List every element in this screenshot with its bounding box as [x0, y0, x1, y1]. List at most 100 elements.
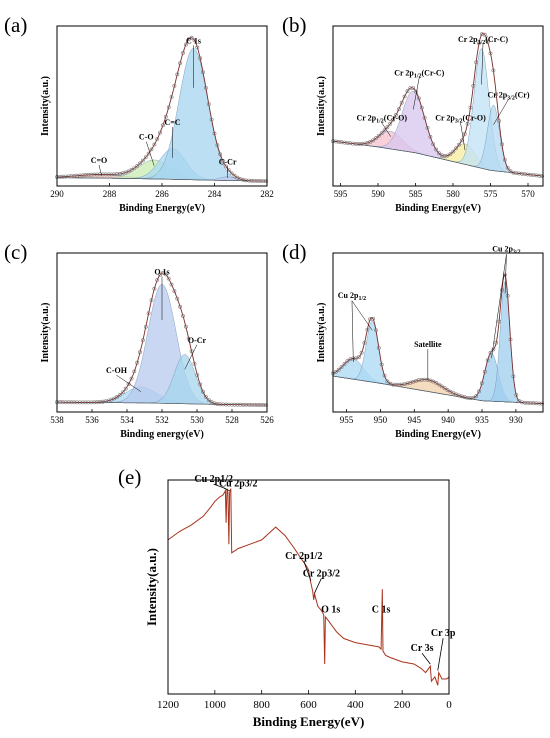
- peak-label: Cr 2p3/2(Cr): [488, 90, 530, 101]
- data-point: [374, 328, 378, 333]
- x-tick-label: 1200: [157, 699, 180, 711]
- annotation-leader: [481, 43, 484, 85]
- data-point: [419, 377, 424, 382]
- data-point: [232, 173, 237, 178]
- x-tick-label: 935: [475, 415, 489, 425]
- data-point: [229, 171, 234, 176]
- x-tick-label: 532: [155, 415, 169, 425]
- data-point: [362, 340, 367, 345]
- data-point: [206, 398, 211, 403]
- peak-label: Cr 2p3/2(Cr-C): [458, 35, 508, 46]
- annotation-leader: [184, 344, 198, 370]
- x-axis-label: Binding Energy(eV): [395, 203, 481, 214]
- data-point: [175, 296, 180, 301]
- annotation-leader: [460, 122, 466, 151]
- annotation-leader: [493, 99, 509, 125]
- x-tick-label: 288: [103, 189, 117, 199]
- data-point: [89, 172, 94, 177]
- data-point: [376, 133, 381, 138]
- peak-label: O 1s: [321, 605, 340, 616]
- data-point: [385, 379, 390, 384]
- data-point: [540, 174, 544, 179]
- x-tick-label: 940: [441, 415, 455, 425]
- data-point: [129, 376, 134, 381]
- data-point: [514, 393, 519, 397]
- data-point: [152, 142, 157, 147]
- data-point: [149, 147, 154, 152]
- x-tick-label: 538: [50, 415, 64, 425]
- data-point: [166, 276, 171, 281]
- data-point: [414, 89, 418, 94]
- data-point: [382, 128, 387, 133]
- data-point: [80, 400, 85, 405]
- peak-label: Cr 3s: [411, 643, 434, 654]
- annotation-arrow: [437, 638, 444, 671]
- data-point: [161, 123, 165, 128]
- data-point: [365, 327, 370, 332]
- data-point: [345, 359, 350, 364]
- data-point: [209, 117, 214, 122]
- data-point: [462, 132, 467, 136]
- data-point: [500, 142, 504, 147]
- data-point: [488, 51, 493, 56]
- data-point: [163, 272, 168, 277]
- data-point: [482, 369, 487, 374]
- y-axis-label: Intensity(a.u.): [40, 76, 51, 136]
- peak-label: C=O: [91, 156, 108, 165]
- x-axis-label: Binding energy(eV): [120, 429, 204, 440]
- data-point: [497, 319, 502, 324]
- background-line: [57, 177, 267, 182]
- data-point: [439, 384, 444, 389]
- data-point: [112, 396, 117, 401]
- data-point: [537, 401, 542, 406]
- data-point: [189, 35, 194, 40]
- x-tick-label: 0: [446, 699, 452, 711]
- data-point: [419, 105, 424, 110]
- data-point: [121, 390, 125, 395]
- data-point: [143, 155, 148, 160]
- x-tick-label: 600: [300, 699, 317, 711]
- data-point: [382, 373, 387, 378]
- data-point: [224, 164, 228, 169]
- x-tick-label: 570: [521, 189, 535, 199]
- data-point: [339, 365, 344, 369]
- data-point: [428, 134, 433, 139]
- x-tick-label: 530: [190, 415, 204, 425]
- data-point: [212, 131, 217, 136]
- data-point: [255, 403, 260, 407]
- peak-label: C-Cr: [219, 157, 237, 166]
- data-point: [186, 37, 191, 42]
- data-point: [261, 179, 266, 184]
- data-point: [468, 105, 473, 110]
- data-point: [255, 179, 260, 183]
- data-point: [89, 400, 94, 405]
- annotation-arrow: [224, 488, 230, 492]
- data-point: [229, 402, 234, 407]
- data-point: [158, 272, 163, 277]
- data-point: [411, 86, 416, 91]
- x-tick-label: 528: [225, 415, 239, 425]
- data-point: [163, 114, 168, 119]
- panel-label: (e): [118, 465, 141, 489]
- annotation-arrow: [421, 652, 431, 665]
- data-point: [494, 340, 499, 345]
- data-point: [494, 92, 499, 97]
- data-point: [172, 289, 177, 294]
- annotation-leader: [381, 122, 391, 137]
- data-point: [442, 154, 447, 158]
- data-point: [58, 400, 62, 405]
- data-point: [203, 86, 208, 90]
- data-point: [434, 380, 439, 385]
- data-point: [132, 369, 137, 374]
- data-point: [502, 157, 507, 162]
- peak-label: O 1s: [154, 268, 169, 277]
- data-point: [471, 395, 476, 400]
- data-point: [333, 139, 338, 144]
- data-point: [206, 102, 211, 107]
- data-point: [399, 100, 404, 105]
- data-point: [158, 130, 163, 135]
- peak-label: C-OH: [106, 366, 128, 375]
- data-point: [342, 362, 347, 366]
- data-point: [336, 367, 341, 372]
